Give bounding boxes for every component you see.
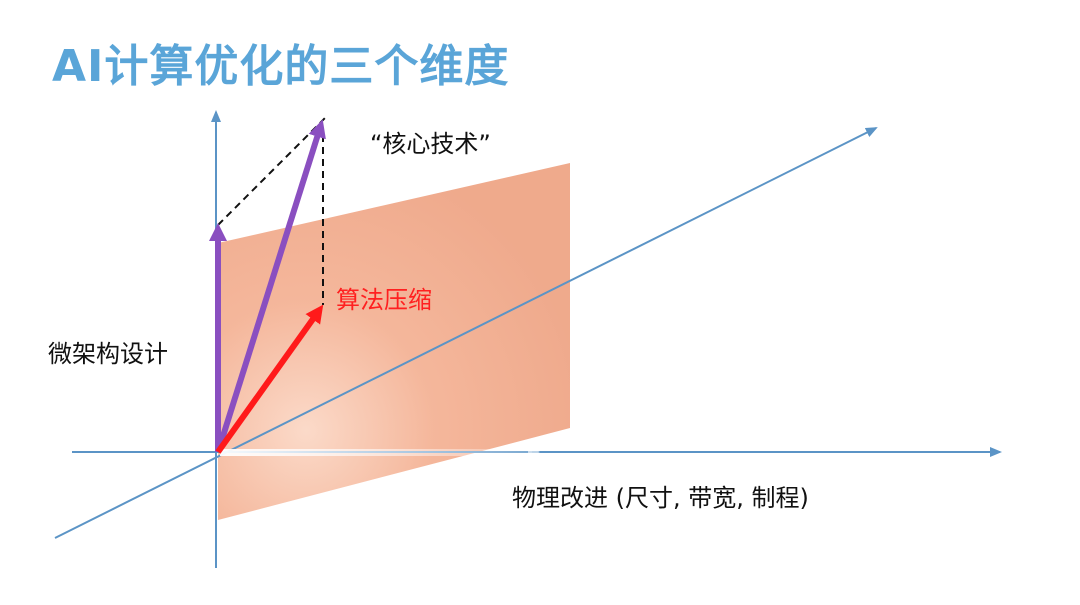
core-tech-vector — [215, 119, 326, 453]
horizontal-highlight-head — [528, 445, 540, 459]
physical-label: 物理改进 (尺寸, 带宽, 制程) — [512, 484, 809, 512]
horizontal-highlight — [220, 449, 532, 456]
optimization-plane — [218, 163, 570, 520]
core-tech-label: “核心技术” — [370, 130, 491, 158]
algorithm-vector — [215, 304, 324, 454]
diagonal-axis — [54, 127, 878, 539]
dashed-line-top — [217, 117, 326, 226]
algorithm-label: 算法压缩 — [336, 286, 432, 314]
slide-title: AI计算优化的三个维度 — [52, 41, 510, 92]
microarch-label: 微架构设计 — [48, 340, 168, 368]
